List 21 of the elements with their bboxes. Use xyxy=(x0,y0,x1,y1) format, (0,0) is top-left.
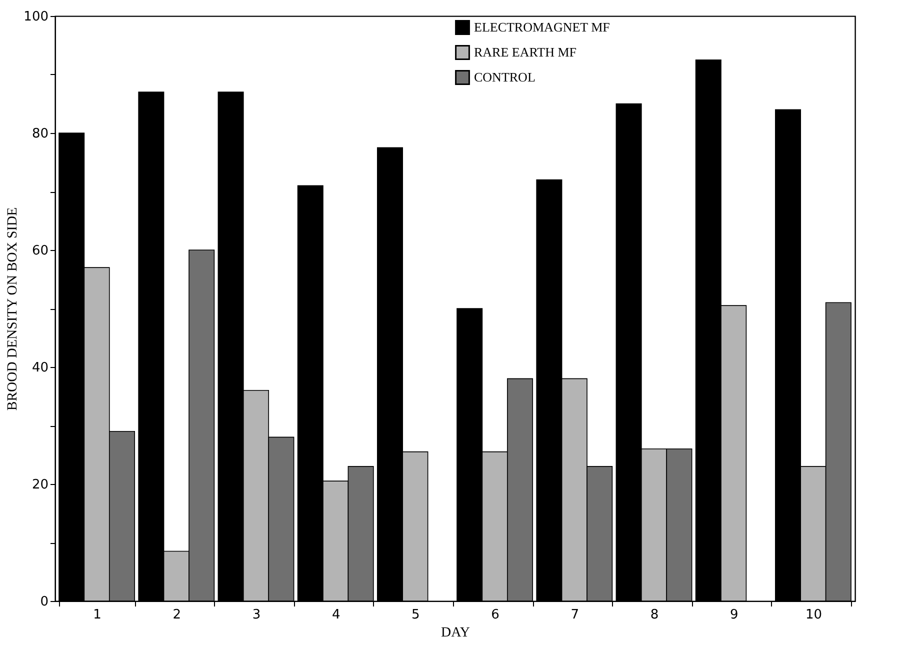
y-tick-label: 40 xyxy=(32,360,48,376)
x-axis-title: DAY xyxy=(440,626,470,640)
x-tick-label: 9 xyxy=(730,608,738,622)
y-tick-label: 0 xyxy=(40,594,48,610)
x-tick-label: 8 xyxy=(650,608,659,622)
legend-label: CONTROL xyxy=(474,70,536,84)
x-tick-label: 2 xyxy=(172,608,182,622)
y-tick-label: 60 xyxy=(32,244,48,258)
legend-label: RARE EARTH MF xyxy=(474,44,577,60)
y-tick-label: 80 xyxy=(32,126,48,142)
x-tick-label: 1 xyxy=(93,608,102,622)
x-tick-label: 3 xyxy=(252,608,261,622)
y-tick-label: 100 xyxy=(24,10,48,24)
x-tick-label: 6 xyxy=(491,608,500,622)
x-tick-label: 4 xyxy=(332,608,340,622)
y-axis-title: BROOD DENSITY ON BOX SIDE xyxy=(6,207,21,411)
x-tick-label: 5 xyxy=(412,608,420,622)
x-tick-label: 7 xyxy=(570,608,580,622)
legend-label: ELECTROMAGNET MF xyxy=(474,20,610,34)
y-tick-label: 20 xyxy=(32,478,48,492)
x-tick-label: 10 xyxy=(805,608,822,622)
